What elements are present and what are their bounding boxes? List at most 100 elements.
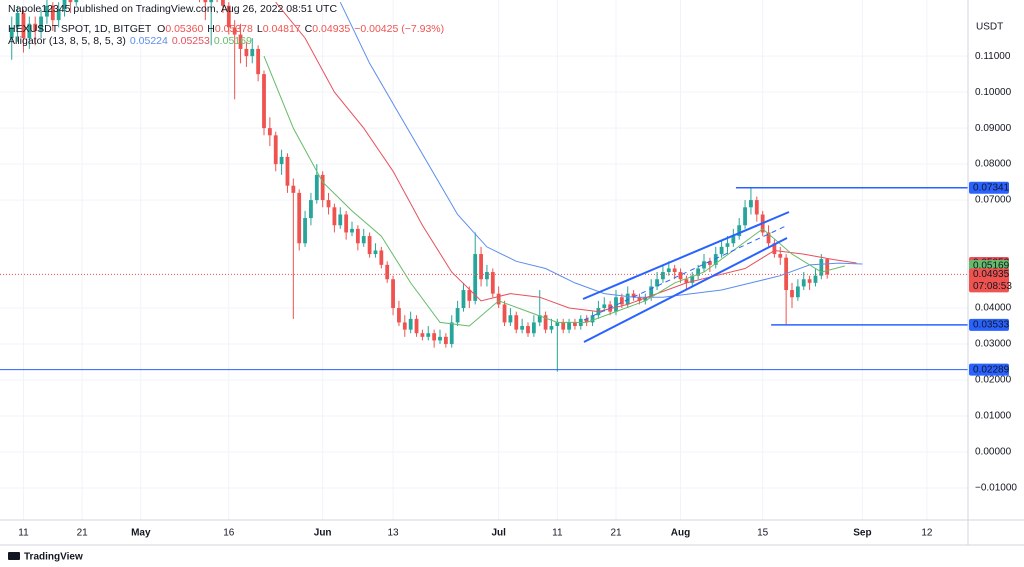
candle-body: [426, 333, 431, 337]
candle-body: [15, 12, 20, 28]
channel-lower: [583, 237, 788, 343]
change: −0.00425 (−7.93%): [354, 23, 444, 35]
candle-body: [772, 243, 777, 255]
candle-body: [203, 0, 208, 3]
candle-body: [473, 254, 478, 301]
candle-body: [45, 5, 49, 17]
candle-body: [285, 156, 290, 186]
candle-body: [713, 254, 718, 265]
x-tick-label: Jun: [314, 528, 332, 539]
candle-body: [256, 48, 261, 75]
candle-body: [737, 225, 742, 237]
plot-area: [0, 0, 968, 372]
candle-body: [702, 261, 706, 269]
candle-body: [537, 315, 542, 323]
candle-body: [221, 0, 225, 6]
candle-body: [420, 333, 425, 337]
y-tick-label: 0.09000: [975, 123, 1012, 134]
candle-body: [361, 236, 366, 244]
candle-body: [68, 0, 73, 3]
y-tick-label: 0.00000: [975, 447, 1012, 458]
brand: TradingView: [24, 552, 83, 563]
candle-body: [678, 272, 683, 280]
ohlc-value: 0.04935: [312, 23, 350, 35]
candle-body: [56, 9, 61, 21]
candle-body: [62, 0, 67, 10]
last-price-tag: [969, 268, 1009, 293]
candle-body: [250, 48, 255, 57]
candle-body: [502, 304, 507, 323]
candle-body: [314, 174, 319, 201]
candle-body: [602, 304, 607, 309]
channel-upper: [582, 211, 790, 300]
candle-body: [649, 286, 654, 298]
candle-body: [549, 326, 554, 330]
y-tick-label: 0.08000: [975, 159, 1012, 170]
x-tick-label: 21: [77, 528, 89, 539]
candle-body: [819, 259, 824, 276]
x-tick-label: 11: [552, 528, 563, 539]
candle-body: [672, 268, 677, 273]
candle-body: [825, 259, 830, 275]
last-price-label: 0.04935: [973, 269, 1010, 280]
candle-body: [731, 236, 736, 244]
candle-body: [661, 272, 665, 280]
candle-body: [467, 290, 472, 301]
candle-body: [303, 218, 307, 244]
candle-body: [391, 279, 395, 309]
indicator-name: Alligator (13, 8, 5, 8, 5, 3): [8, 35, 126, 47]
x-tick-label: 11: [18, 528, 29, 539]
y-tick-label: 0.01000: [975, 411, 1012, 422]
x-tick-label: 15: [757, 528, 769, 539]
alligator-line: [263, 55, 845, 327]
price-tag-label: 0.02289: [973, 364, 1010, 375]
indicator-value: 0.05224: [130, 35, 168, 47]
y-tick-label: 0.11000: [975, 51, 1011, 62]
price-tag-label: 0.07341: [973, 182, 1010, 193]
candle-body: [226, 5, 231, 28]
candle-body: [543, 315, 548, 330]
y-tick-label: 0.03000: [975, 339, 1012, 350]
candle-body: [232, 27, 237, 35]
candle-body: [725, 243, 730, 247]
channel-middle: [583, 224, 789, 321]
candle-body: [262, 74, 266, 129]
candle-body: [485, 272, 489, 280]
y-tick-label: 0.07000: [975, 195, 1012, 206]
symbol: HEXUSDT SPOT, 1D, BITGET: [8, 23, 152, 35]
candle-body: [496, 293, 501, 305]
alligator-line: [339, 1, 863, 298]
candle-body: [637, 297, 642, 301]
candle-body: [408, 318, 413, 330]
candle-body: [291, 185, 296, 193]
x-tick-label: Jul: [491, 528, 506, 539]
candle-body: [449, 322, 454, 345]
candle-body: [561, 322, 566, 330]
candle-body: [33, 23, 38, 31]
x-tick-label: Sep: [853, 528, 871, 539]
candle-body: [696, 268, 701, 276]
candle-body: [707, 261, 712, 265]
author-line: Napole12345 published on TradingView.com…: [8, 3, 337, 15]
channel-drawing: [582, 211, 790, 343]
indicator-line: Alligator (13, 8, 5, 8, 5, 3) 0.05224 0.05…: [8, 35, 252, 47]
price-tag: [969, 181, 1009, 194]
candle-body: [50, 5, 55, 21]
candle-body: [643, 297, 648, 301]
candle-body: [21, 12, 26, 39]
logo-icon: [8, 552, 20, 560]
candle-body: [743, 207, 747, 226]
candle-body: [309, 200, 313, 219]
ohlc-value: 0.05378: [215, 23, 253, 35]
alligator-line: [275, 1, 857, 313]
candle-body: [397, 308, 401, 323]
candle-body: [590, 315, 595, 323]
candle-body: [526, 326, 530, 334]
candle-body: [625, 293, 630, 305]
candle-body: [320, 174, 325, 201]
x-tick-label: 12: [921, 528, 933, 539]
candle-body: [801, 279, 806, 287]
x-tick-label: 13: [388, 528, 400, 539]
unit-label: USDT: [976, 22, 1003, 33]
